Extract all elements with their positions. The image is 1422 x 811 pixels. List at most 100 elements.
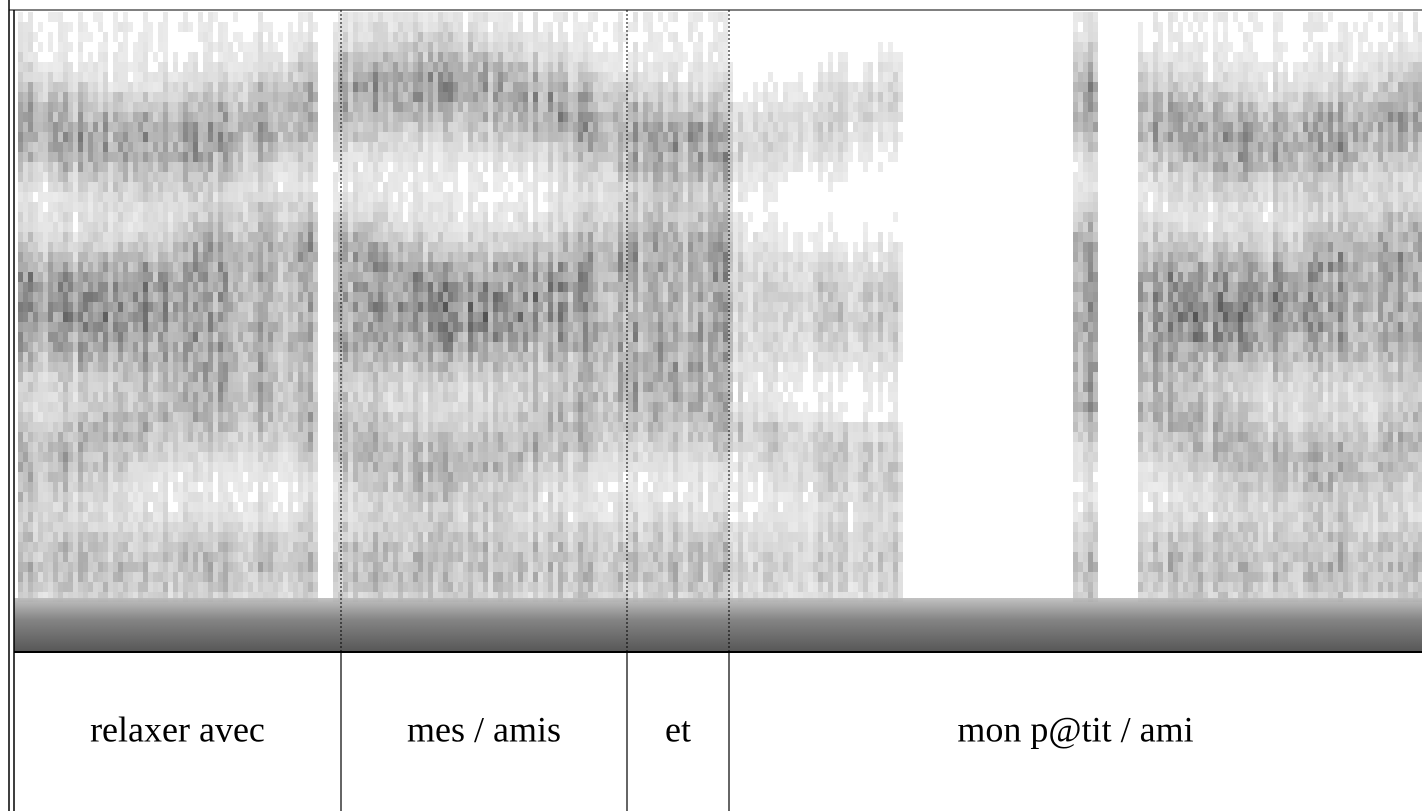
spectral-cell: [368, 562, 373, 572]
spectral-cell: [233, 12, 238, 22]
spectral-cell: [193, 102, 198, 112]
spectral-cell: [458, 92, 463, 102]
spectral-cell: [163, 252, 168, 262]
spectral-cell: [58, 82, 63, 92]
spectral-cell: [148, 382, 153, 392]
spectral-cell: [383, 542, 388, 552]
spectral-cell: [413, 312, 418, 322]
spectral-cell: [273, 422, 278, 432]
spectral-cell: [223, 112, 228, 122]
spectral-cell: [413, 232, 418, 242]
spectral-cell: [148, 42, 153, 52]
spectral-cell: [138, 502, 143, 512]
spectral-cell: [228, 82, 233, 92]
spectral-cell: [263, 262, 268, 272]
spectral-cell: [303, 412, 308, 422]
spectral-cell: [128, 202, 133, 212]
spectral-cell: [353, 22, 358, 32]
spectral-cell: [348, 552, 353, 562]
spectral-cell: [313, 112, 318, 122]
spectral-cell: [378, 262, 383, 272]
spectral-cell: [73, 262, 78, 272]
spectral-cell: [293, 512, 298, 522]
spectral-cell: [188, 572, 193, 582]
spectral-cell: [348, 352, 353, 362]
spectral-cell: [333, 362, 338, 372]
spectral-cell: [38, 392, 43, 402]
spectral-cell: [238, 462, 243, 472]
spectral-cell: [448, 522, 453, 532]
spectral-cell: [308, 172, 313, 182]
spectral-cell: [243, 382, 248, 392]
spectral-cell: [243, 492, 248, 502]
spectral-cell: [408, 522, 413, 532]
spectral-cell: [433, 462, 438, 472]
spectral-cell: [458, 372, 463, 382]
spectral-cell: [468, 492, 473, 502]
spectral-cell: [368, 242, 373, 252]
spectral-cell: [133, 122, 138, 132]
spectral-cell: [458, 492, 463, 502]
spectral-cell: [33, 142, 38, 152]
spectral-cell: [338, 332, 343, 342]
spectral-cell: [433, 142, 438, 152]
spectral-cell: [18, 292, 23, 302]
spectral-cell: [118, 252, 123, 262]
spectral-cell: [413, 142, 418, 152]
spectral-cell: [368, 222, 373, 232]
spectral-cell: [458, 142, 463, 152]
spectral-cell: [363, 252, 368, 262]
spectral-cell: [128, 502, 133, 512]
spectral-cell: [383, 302, 388, 312]
spectral-cell: [418, 342, 423, 352]
spectral-cell: [223, 322, 228, 332]
spectral-cell: [333, 572, 338, 582]
spectral-cell: [333, 372, 338, 382]
spectral-cell: [388, 452, 393, 462]
spectral-cell: [58, 202, 63, 212]
spectral-cell: [343, 542, 348, 552]
spectral-cell: [53, 92, 58, 102]
spectral-cell: [458, 112, 463, 122]
spectral-cell: [143, 472, 148, 482]
spectral-cell: [18, 22, 23, 32]
spectral-cell: [288, 252, 293, 262]
spectral-cell: [263, 42, 268, 52]
spectral-cell: [308, 92, 313, 102]
spectral-cell: [263, 342, 268, 352]
spectral-cell: [293, 422, 298, 432]
spectral-cell: [213, 202, 218, 212]
spectral-cell: [148, 522, 153, 532]
spectral-cell: [113, 362, 118, 372]
spectral-cell: [413, 552, 418, 562]
spectral-cell: [23, 272, 28, 282]
spectral-cell: [73, 152, 78, 162]
spectral-cell: [408, 582, 413, 592]
spectral-cell: [293, 262, 298, 272]
spectral-cell: [158, 142, 163, 152]
spectral-cell: [383, 22, 388, 32]
spectral-cell: [273, 272, 278, 282]
spectral-cell: [433, 382, 438, 392]
spectral-cell: [433, 222, 438, 232]
spectral-cell: [368, 522, 373, 532]
spectral-cell: [438, 382, 443, 392]
spectral-cell: [143, 332, 148, 342]
spectral-cell: [183, 322, 188, 332]
spectral-cell: [223, 532, 228, 542]
spectral-cell: [418, 572, 423, 582]
spectral-cell: [83, 412, 88, 422]
spectral-cell: [58, 412, 63, 422]
spectral-cell: [393, 532, 398, 542]
spectral-cell: [373, 172, 378, 182]
spectral-cell: [253, 192, 258, 202]
spectral-cell: [193, 122, 198, 132]
spectral-cell: [403, 122, 408, 132]
spectral-cell: [148, 302, 153, 312]
spectral-cell: [458, 192, 463, 202]
spectral-cell: [313, 172, 318, 182]
spectral-cell: [208, 12, 213, 22]
spectral-cell: [118, 92, 123, 102]
spectral-cell: [228, 552, 233, 562]
spectral-cell: [373, 212, 378, 222]
